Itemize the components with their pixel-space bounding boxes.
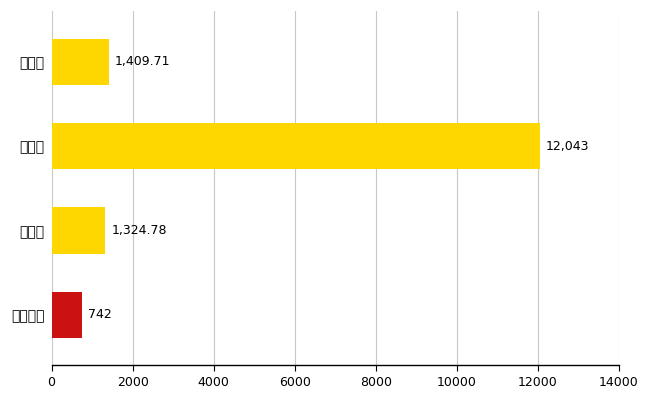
Bar	[51, 38, 109, 85]
Text: 1,324.78: 1,324.78	[111, 224, 167, 237]
Text: 12,043: 12,043	[546, 140, 590, 153]
Bar	[51, 123, 540, 169]
Text: 1,409.71: 1,409.71	[115, 55, 170, 68]
Text: 742: 742	[88, 308, 111, 321]
Bar	[51, 292, 82, 338]
Bar	[51, 207, 105, 254]
